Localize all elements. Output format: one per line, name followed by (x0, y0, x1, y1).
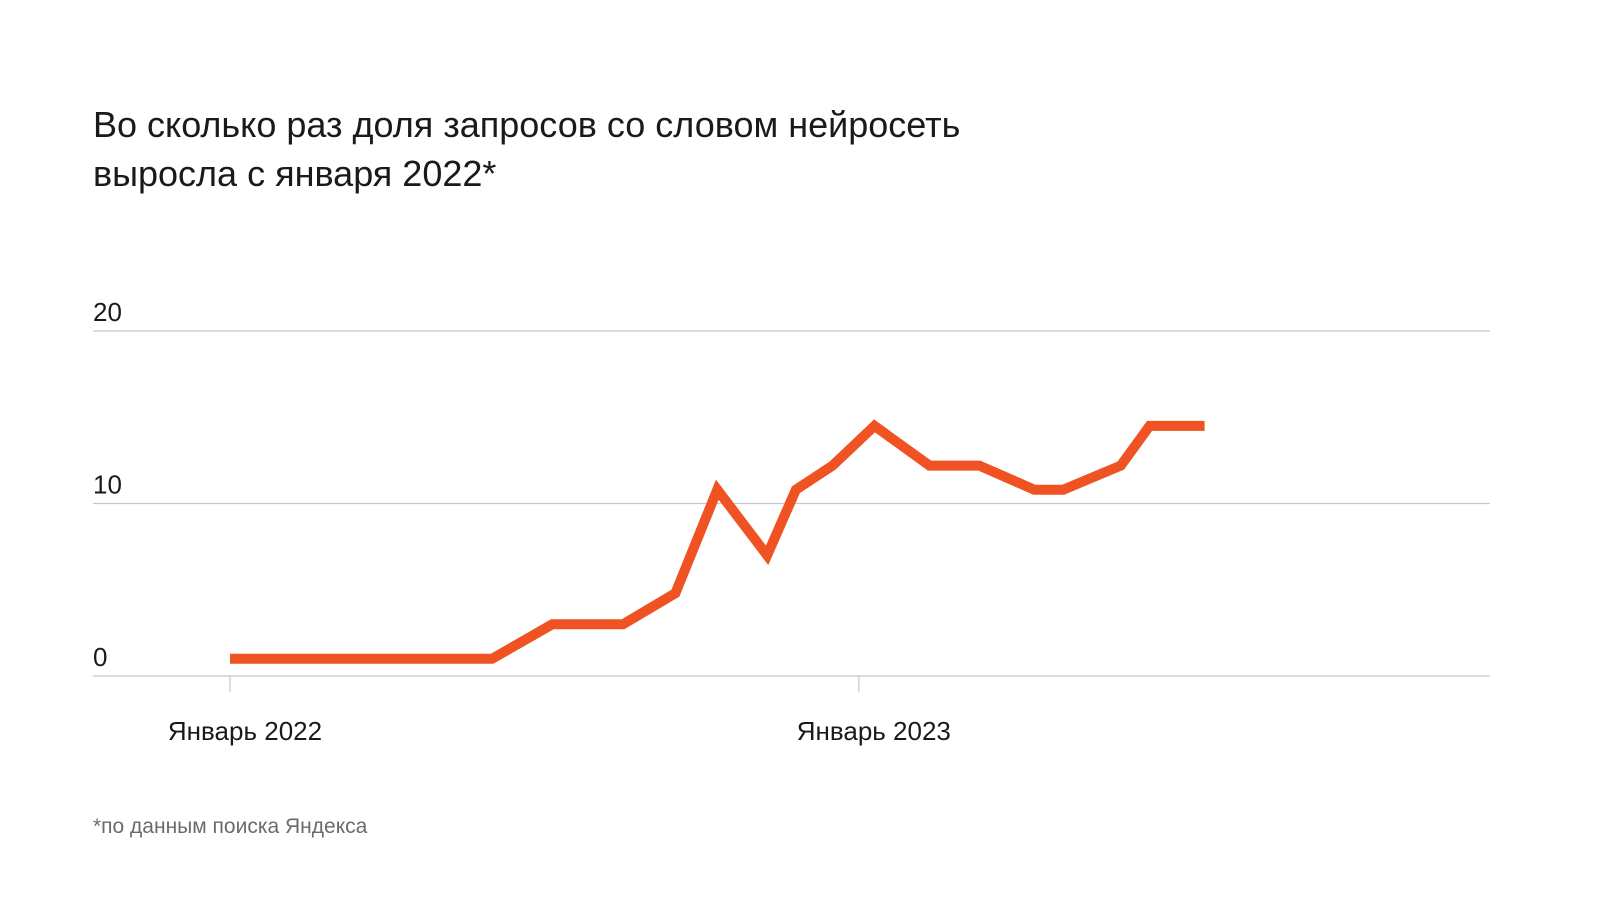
y-tick-label: 20 (93, 297, 122, 327)
series-line-0 (230, 419, 1205, 664)
x-tick-label: Январь 2023 (797, 716, 951, 746)
chart-title: Во сколько раз доля запросов со словом н… (93, 104, 961, 194)
series-lines (230, 419, 1205, 664)
y-tick-labels: 0 10 20 (93, 297, 122, 672)
x-tick-labels: Январь 2022 Январь 2023 (168, 676, 951, 746)
y-tick-label: 10 (93, 470, 122, 500)
x-tick-label: Январь 2022 (168, 716, 322, 746)
footnote: *по данным поиска Яндекса (93, 815, 368, 838)
y-tick-label: 0 (93, 642, 107, 672)
